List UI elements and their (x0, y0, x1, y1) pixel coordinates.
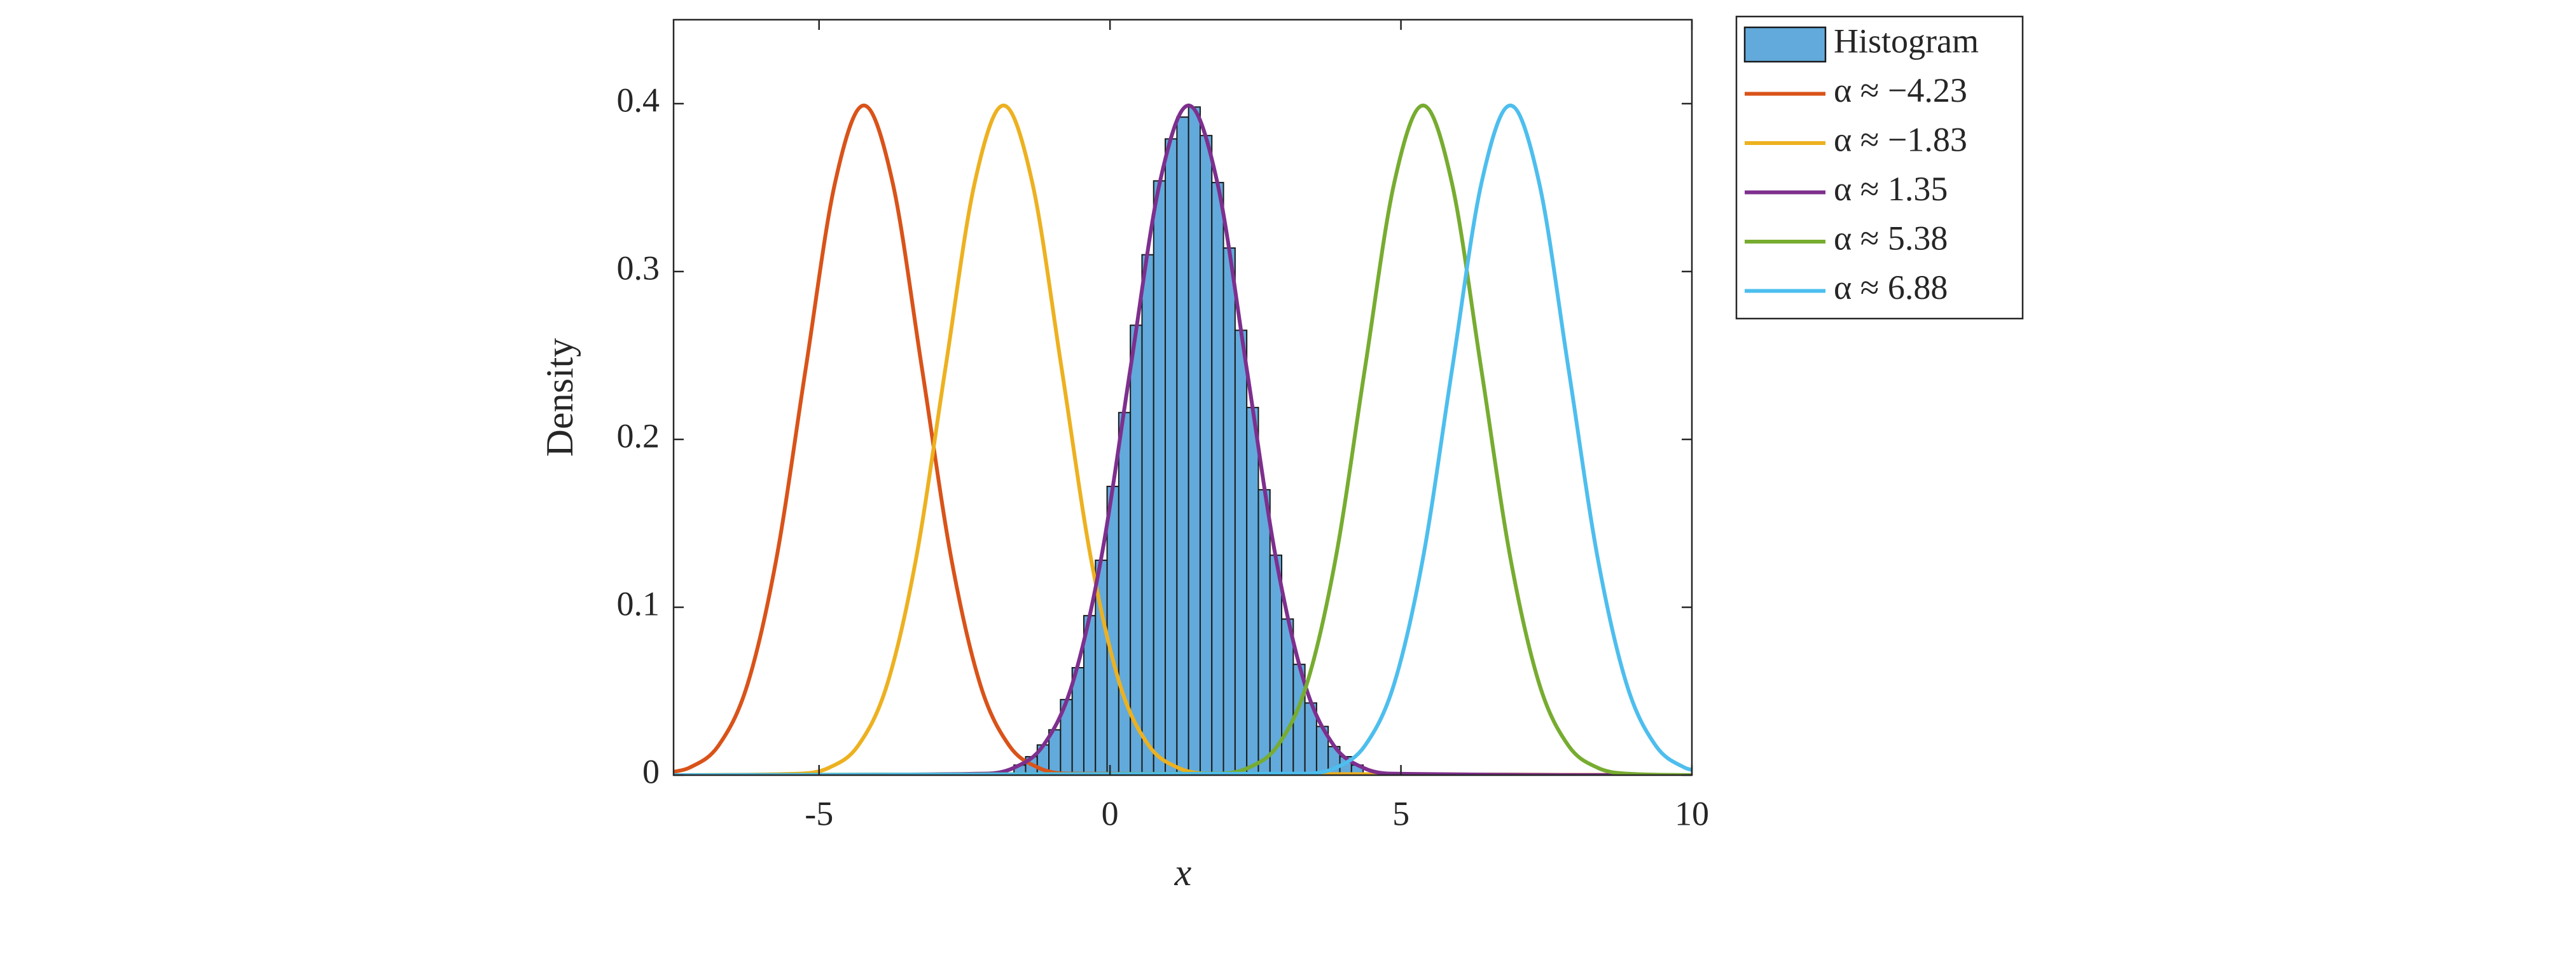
legend-swatch (1743, 26, 1827, 63)
axes-box (672, 18, 1693, 776)
y-tick-label: 0 (642, 752, 660, 790)
histogram-bar (1222, 247, 1236, 775)
histogram-bar (1165, 138, 1178, 775)
legend-label: α ≈ 1.35 (1834, 170, 1948, 208)
y-tick-label: 0.3 (617, 249, 660, 287)
histogram-bar (1153, 180, 1167, 775)
histogram-bar (1188, 106, 1201, 775)
y-tick-label: 0.2 (617, 417, 660, 455)
histogram-bar (1130, 324, 1143, 775)
histogram-bar (1118, 411, 1132, 775)
x-tick-label: 10 (1675, 794, 1709, 832)
histogram-bar (1211, 182, 1224, 775)
y-tick-label: 0.4 (617, 81, 660, 119)
density-curve (674, 103, 1692, 775)
histogram-bar (1234, 329, 1248, 775)
histogram-bar (1246, 406, 1259, 775)
density-curve (674, 103, 1692, 775)
histogram-bar (1141, 254, 1154, 775)
histogram-bar (1281, 618, 1294, 775)
histogram-bar (1176, 116, 1189, 775)
legend-label: α ≈ −4.23 (1834, 71, 1967, 109)
y-axis-label: Density (539, 338, 581, 457)
x-axis-label: x (1174, 851, 1192, 893)
x-tick-label: 5 (1392, 794, 1409, 832)
x-tick-label: -5 (805, 794, 833, 832)
histogram-bar (1257, 489, 1271, 775)
y-tick-label: 0.1 (617, 584, 660, 623)
histogram-bar (1199, 135, 1213, 775)
density-curve (674, 103, 1692, 775)
plot-content (674, 103, 1692, 775)
legend-label: Histogram (1834, 22, 1979, 60)
density-curve (674, 103, 1692, 775)
density-curve (674, 103, 1692, 775)
histogram-bar (1106, 485, 1119, 775)
legend-label: α ≈ −1.83 (1834, 120, 1967, 158)
legend-box (1735, 15, 2024, 320)
x-tick-label: 0 (1102, 794, 1119, 832)
legend-label: α ≈ 5.38 (1834, 219, 1948, 257)
legend-label: α ≈ 6.88 (1834, 268, 1948, 306)
